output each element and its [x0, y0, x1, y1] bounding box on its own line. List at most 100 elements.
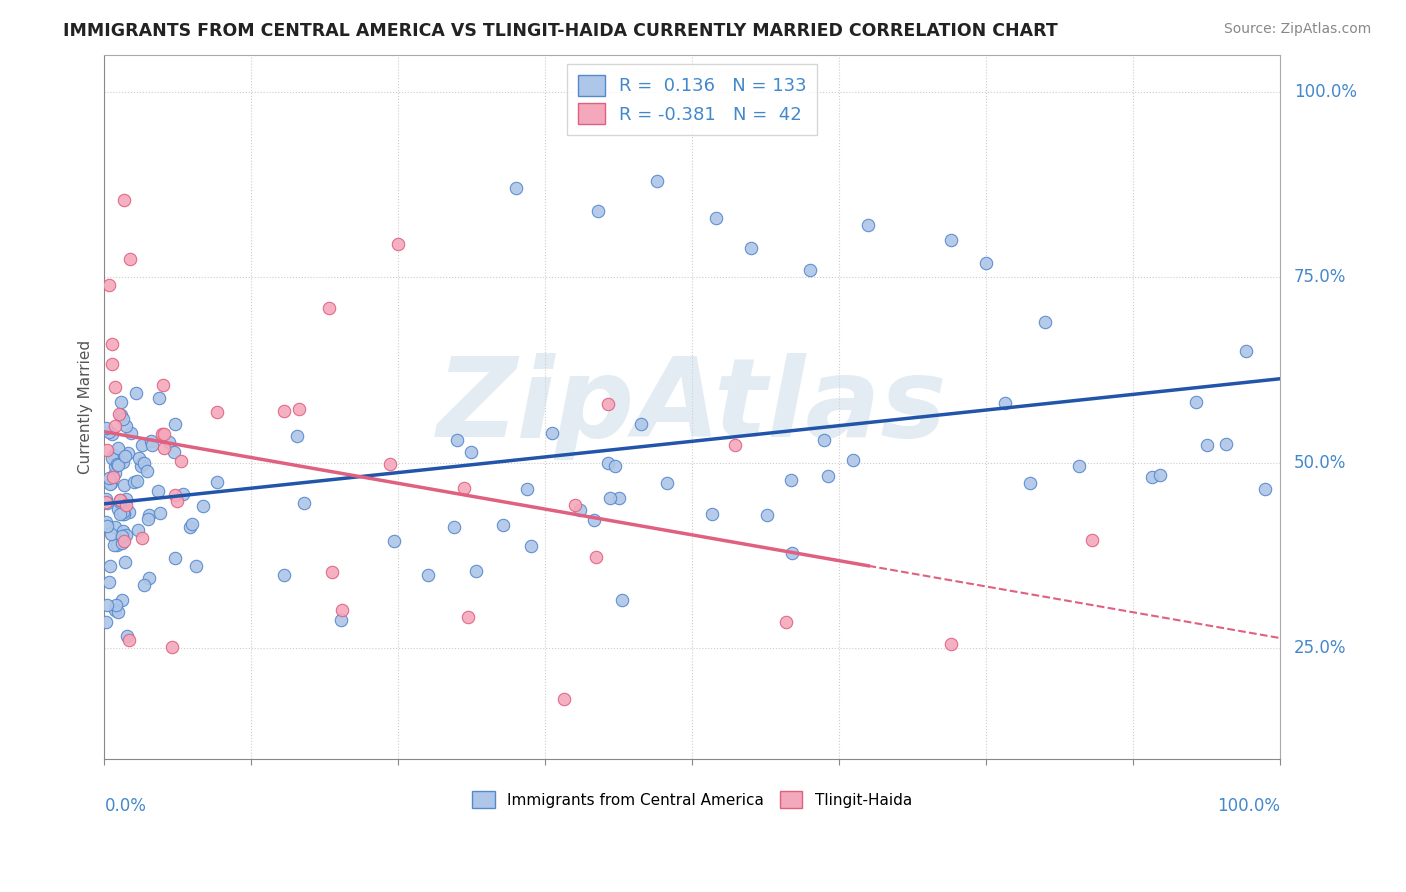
Point [505, 181, 527, 195]
Point [103, 469, 125, 483]
Point [101, 450, 124, 465]
Point [97, 574, 120, 589]
Point [115, 498, 138, 512]
Point [136, 512, 159, 526]
Point [94, 421, 117, 435]
Point [163, 551, 186, 566]
Point [96, 443, 118, 458]
Point [163, 444, 186, 458]
Point [704, 211, 727, 225]
Point [146, 484, 169, 499]
Point [104, 466, 127, 480]
Point [1197, 438, 1219, 452]
Point [974, 255, 997, 269]
Point [540, 425, 562, 440]
Point [138, 571, 160, 585]
Point [157, 435, 180, 450]
Point [453, 481, 475, 495]
Legend: Immigrants from Central America, Tlingit-Haida: Immigrants from Central America, Tlingit… [467, 785, 918, 814]
Point [607, 491, 630, 506]
Point [110, 528, 132, 542]
Point [115, 418, 138, 433]
Point [1080, 533, 1102, 548]
Point [330, 603, 353, 617]
Point [179, 519, 201, 533]
Point [598, 456, 620, 470]
Point [104, 380, 127, 394]
Point [519, 539, 541, 553]
Point [110, 395, 132, 409]
Point [148, 391, 170, 405]
Point [94, 495, 117, 509]
Point [107, 501, 129, 516]
Point [1140, 470, 1163, 484]
Point [273, 404, 295, 418]
Point [132, 456, 155, 470]
Point [207, 404, 229, 418]
Text: IMMIGRANTS FROM CENTRAL AMERICA VS TLINGIT-HAIDA CURRENTLY MARRIED CORRELATION C: IMMIGRANTS FROM CENTRAL AMERICA VS TLING… [63, 22, 1059, 40]
Point [160, 640, 183, 654]
Point [817, 469, 839, 483]
Point [457, 610, 479, 624]
Point [129, 458, 152, 473]
Point [115, 528, 138, 542]
Point [127, 474, 149, 488]
Point [813, 433, 835, 447]
Point [110, 408, 132, 422]
Point [384, 534, 406, 549]
Point [181, 516, 204, 531]
Point [858, 219, 880, 233]
Point [153, 427, 176, 442]
Point [134, 578, 156, 592]
Text: 75.0%: 75.0% [1294, 268, 1347, 286]
Point [775, 615, 797, 629]
Point [1149, 468, 1171, 483]
Text: 25.0%: 25.0% [1294, 639, 1347, 657]
Point [138, 508, 160, 523]
Point [141, 438, 163, 452]
Point [112, 412, 135, 426]
Point [112, 507, 135, 521]
Point [117, 446, 139, 460]
Point [1254, 482, 1277, 496]
Point [98, 558, 121, 573]
Point [96, 496, 118, 510]
Point [1033, 315, 1056, 329]
Point [111, 592, 134, 607]
Point [141, 434, 163, 448]
Point [1019, 475, 1042, 490]
Text: ZipAtlas: ZipAtlas [437, 353, 948, 460]
Point [111, 507, 134, 521]
Point [842, 452, 865, 467]
Point [610, 593, 633, 607]
Point [1215, 436, 1237, 450]
Point [994, 395, 1017, 409]
Point [318, 301, 340, 315]
Point [273, 568, 295, 582]
Point [96, 491, 118, 506]
Point [104, 603, 127, 617]
Point [107, 606, 129, 620]
Point [107, 441, 129, 455]
Point [131, 456, 153, 470]
Point [287, 429, 309, 443]
Point [111, 524, 134, 539]
Point [939, 637, 962, 651]
Point [443, 520, 465, 534]
Point [1234, 343, 1257, 358]
Point [387, 237, 409, 252]
Point [553, 692, 575, 706]
Point [136, 464, 159, 478]
Point [378, 458, 401, 472]
Point [97, 471, 120, 485]
Point [100, 527, 122, 541]
Point [585, 549, 607, 564]
Point [586, 203, 609, 218]
Point [465, 564, 488, 578]
Point [205, 475, 228, 489]
Point [1069, 458, 1091, 473]
Point [416, 568, 439, 582]
Point [104, 520, 127, 534]
Point [184, 558, 207, 573]
Point [740, 241, 762, 255]
